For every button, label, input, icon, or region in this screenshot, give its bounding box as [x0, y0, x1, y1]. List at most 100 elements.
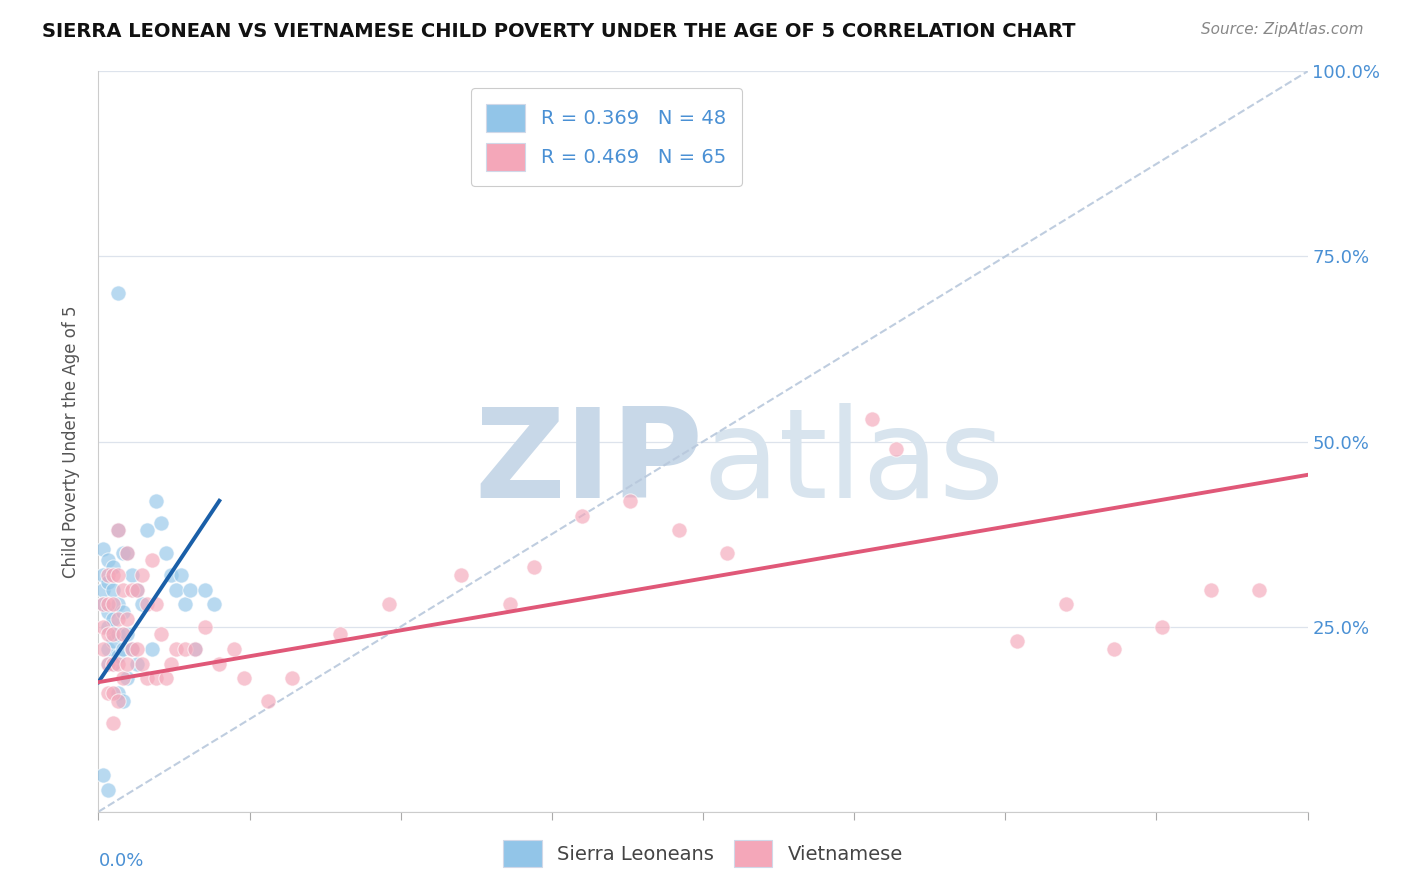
Legend: Sierra Leoneans, Vietnamese: Sierra Leoneans, Vietnamese — [495, 832, 911, 875]
Point — [107, 627, 129, 641]
Legend: R = 0.369   N = 48, R = 0.469   N = 65: R = 0.369 N = 48, R = 0.469 N = 65 — [471, 88, 742, 186]
Point — [716, 546, 738, 560]
Point — [101, 567, 124, 582]
Point — [107, 694, 129, 708]
Point — [155, 672, 177, 686]
Point — [160, 567, 183, 582]
Point — [194, 619, 217, 633]
Point — [668, 524, 690, 538]
Point — [97, 627, 120, 641]
Point — [141, 553, 163, 567]
Point — [97, 657, 120, 671]
Point — [121, 567, 143, 582]
Point — [184, 641, 207, 656]
Point — [97, 605, 120, 619]
Point — [886, 442, 908, 456]
Point — [117, 627, 139, 641]
Point — [117, 672, 139, 686]
Point — [145, 598, 167, 612]
Point — [450, 567, 472, 582]
Point — [860, 412, 883, 426]
Point — [107, 686, 129, 700]
Point — [101, 715, 124, 730]
Point — [571, 508, 593, 523]
Point — [107, 524, 129, 538]
Point — [127, 582, 149, 597]
Point — [97, 598, 120, 612]
Y-axis label: Child Poverty Under the Age of 5: Child Poverty Under the Age of 5 — [62, 305, 80, 578]
Point — [256, 694, 278, 708]
Point — [222, 641, 245, 656]
Point — [1054, 598, 1077, 612]
Point — [91, 582, 114, 597]
Point — [281, 672, 304, 686]
Point — [179, 582, 201, 597]
Point — [117, 546, 139, 560]
Point — [101, 657, 124, 671]
Point — [107, 567, 129, 582]
Point — [107, 612, 129, 626]
Point — [97, 686, 120, 700]
Point — [619, 493, 641, 508]
Point — [101, 634, 124, 648]
Point — [97, 575, 120, 590]
Text: Source: ZipAtlas.com: Source: ZipAtlas.com — [1201, 22, 1364, 37]
Point — [111, 641, 134, 656]
Point — [184, 641, 207, 656]
Point — [165, 582, 187, 597]
Point — [117, 657, 139, 671]
Point — [127, 657, 149, 671]
Point — [135, 672, 157, 686]
Point — [194, 582, 217, 597]
Point — [1249, 582, 1271, 597]
Point — [111, 546, 134, 560]
Point — [208, 657, 231, 671]
Point — [141, 641, 163, 656]
Point — [97, 657, 120, 671]
Point — [107, 657, 129, 671]
Point — [1152, 619, 1174, 633]
Point — [127, 582, 149, 597]
Point — [111, 694, 134, 708]
Point — [101, 612, 124, 626]
Point — [165, 641, 187, 656]
Point — [232, 672, 254, 686]
Point — [121, 582, 143, 597]
Point — [121, 641, 143, 656]
Point — [174, 641, 197, 656]
Point — [111, 627, 134, 641]
Point — [160, 657, 183, 671]
Point — [91, 598, 114, 612]
Point — [91, 567, 114, 582]
Point — [101, 686, 124, 700]
Point — [135, 598, 157, 612]
Point — [329, 627, 352, 641]
Point — [498, 598, 520, 612]
Point — [97, 567, 120, 582]
Point — [107, 598, 129, 612]
Point — [117, 612, 139, 626]
Point — [111, 605, 134, 619]
Point — [117, 546, 139, 560]
Point — [91, 767, 114, 781]
Point — [377, 598, 399, 612]
Point — [101, 627, 124, 641]
Point — [121, 641, 143, 656]
Point — [101, 560, 124, 574]
Point — [131, 657, 153, 671]
Point — [145, 493, 167, 508]
Point — [101, 582, 124, 597]
Point — [169, 567, 191, 582]
Point — [1007, 634, 1029, 648]
Point — [91, 598, 114, 612]
Point — [1199, 582, 1222, 597]
Text: 0.0%: 0.0% — [98, 853, 143, 871]
Point — [97, 641, 120, 656]
Point — [1102, 641, 1125, 656]
Point — [107, 649, 129, 664]
Point — [91, 619, 114, 633]
Point — [107, 524, 129, 538]
Text: SIERRA LEONEAN VS VIETNAMESE CHILD POVERTY UNDER THE AGE OF 5 CORRELATION CHART: SIERRA LEONEAN VS VIETNAMESE CHILD POVER… — [42, 22, 1076, 41]
Point — [111, 582, 134, 597]
Point — [97, 782, 120, 797]
